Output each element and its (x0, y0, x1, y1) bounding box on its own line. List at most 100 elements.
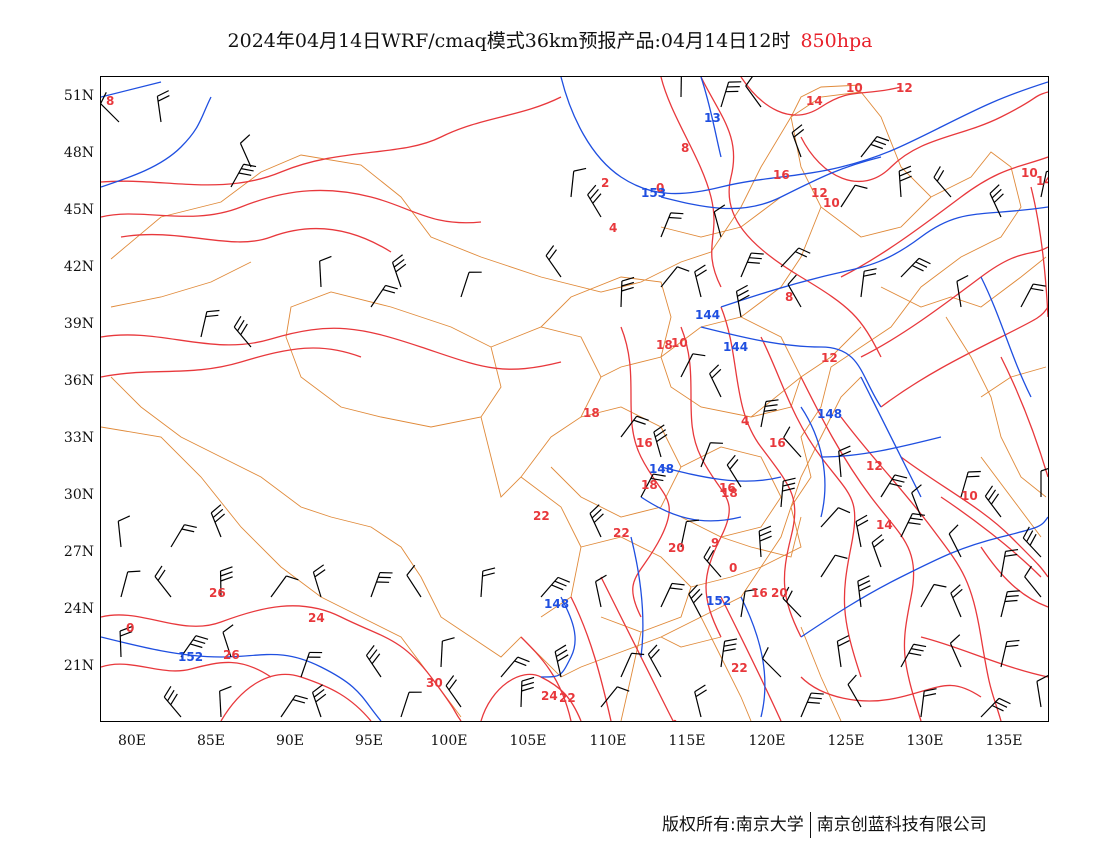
height-contour-line (800, 516, 1048, 638)
temperature-label: 30 (426, 676, 443, 690)
wind-barb (713, 204, 726, 238)
wind-barb (554, 644, 569, 678)
coastline (760, 376, 862, 568)
wind-barb (460, 271, 482, 298)
wind-barb (445, 675, 462, 708)
longitude-label: 90E (275, 733, 305, 749)
isotherm-line (860, 246, 1048, 358)
wind-barb (620, 415, 649, 438)
wind-barb (760, 399, 779, 428)
wind-barb (980, 697, 1011, 718)
wind-barb (780, 477, 796, 508)
wind-barb (365, 645, 382, 678)
temperature-label: 14 (806, 94, 823, 108)
isotherm-line (101, 661, 272, 678)
temperature-label: 18 (641, 478, 658, 492)
coastline (660, 636, 722, 648)
temperature-label: 10 (846, 81, 863, 95)
temperature-label: 16 (751, 586, 768, 600)
temperature-label: 22 (533, 509, 550, 523)
temperature-label: 22 (559, 691, 576, 705)
wind-barb (230, 163, 257, 188)
temperature-label: 16 (636, 436, 653, 450)
longitude-label: 125E (827, 733, 865, 749)
isotherm-line (101, 605, 462, 721)
wind-barb (312, 564, 326, 598)
wind-barb (700, 442, 723, 468)
longitude-label: 95E (354, 733, 384, 749)
temperature-label: 24 (541, 689, 558, 703)
height-contour-line (800, 406, 826, 518)
temperature-label: 12 (811, 186, 828, 200)
isotherm-line (660, 77, 722, 288)
copyright-owner-company: 南京创蓝科技有限公司 (816, 815, 987, 835)
latitude-label: 21N (63, 658, 94, 674)
wind-barb (948, 524, 962, 558)
wind-barb (170, 524, 197, 548)
isotherm-line (600, 576, 677, 721)
wind-barb (855, 514, 869, 548)
isotherm-line (840, 416, 1002, 721)
latitude-label: 30N (63, 487, 94, 503)
temperature-label: 8 (681, 141, 689, 155)
wind-barb (762, 647, 782, 678)
isotherm-line (940, 496, 1042, 578)
temperature-label: 8 (106, 94, 114, 108)
temperature-label: 22 (731, 661, 748, 675)
height-contour-labels: 13 153 144 144 148 148 152 148 152 (178, 111, 842, 664)
wind-barb (800, 692, 824, 718)
wind-barb (1036, 674, 1048, 708)
wind-barb (1040, 468, 1048, 497)
temperature-label: 14 (1036, 174, 1048, 188)
height-contour-line (640, 496, 742, 522)
temperature-label: 22 (613, 526, 630, 540)
province-line (790, 116, 932, 238)
height-contour-line (560, 77, 1048, 195)
wind-barb (620, 652, 645, 678)
wind-barb (570, 167, 587, 198)
province-line (980, 456, 1042, 538)
wind-barb (406, 564, 422, 598)
wind-barb (820, 554, 848, 578)
wind-barb (900, 257, 931, 278)
wind-barb (688, 584, 703, 618)
wind-barb (210, 504, 226, 538)
wind-barb (694, 264, 707, 298)
province-line (540, 276, 672, 378)
wind-barb (726, 454, 742, 488)
temperature-label: 20 (771, 586, 788, 600)
geopotential-height-contours (101, 77, 1048, 721)
temperature-label: 12 (866, 459, 883, 473)
wind-barb (1020, 283, 1046, 308)
longitude-label: 100E (430, 733, 468, 749)
wind-barb (740, 252, 764, 278)
isotherm-line (840, 156, 1048, 278)
latitude-label: 27N (63, 544, 94, 560)
height-contour-line (660, 156, 882, 210)
wind-barb (745, 77, 762, 108)
wind-barb (900, 643, 927, 668)
title-pressure-level: 850hpa (800, 30, 873, 52)
province-line (550, 406, 682, 518)
wind-barb (847, 674, 862, 708)
wind-barb (440, 637, 455, 668)
temperature-label: 16 (769, 436, 786, 450)
longitude-label: 105E (509, 733, 547, 749)
latitude-label: 42N (63, 259, 94, 275)
isotherm-line (570, 596, 612, 721)
latitude-label: 33N (63, 430, 94, 446)
wind-barb (280, 694, 308, 718)
coastline (790, 84, 862, 118)
height-contour-line (660, 466, 782, 482)
wind-barb (239, 134, 252, 168)
wind-barbs (101, 77, 1048, 718)
isotherm-line (900, 456, 1048, 578)
province-line (110, 261, 252, 308)
isotherm-line (740, 77, 902, 116)
province-line (360, 616, 462, 718)
isotherm-line (720, 596, 782, 721)
wind-barb (222, 624, 234, 658)
height-label: 152 (178, 650, 203, 664)
province-line (800, 626, 842, 721)
wind-barb (647, 644, 662, 678)
